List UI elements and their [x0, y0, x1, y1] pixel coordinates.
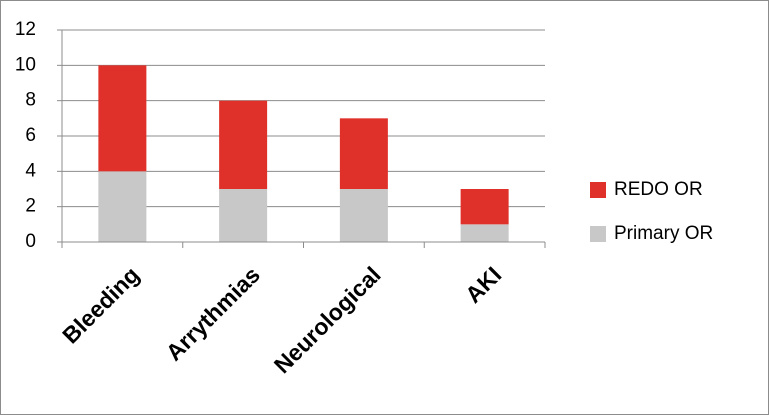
bar-segment	[460, 224, 509, 242]
y-tick-label: 0	[25, 231, 36, 252]
legend-swatch	[590, 182, 606, 198]
bar-segment	[219, 100, 268, 189]
bar-segment	[339, 189, 388, 242]
y-tick-label: 8	[25, 90, 36, 111]
y-tick-label: 10	[15, 54, 36, 75]
bar-segment	[219, 189, 268, 242]
legend-label: Primary OR	[614, 223, 713, 244]
legend-label: REDO OR	[614, 179, 703, 200]
bar-segment	[98, 65, 147, 172]
y-tick-label: 4	[25, 160, 36, 181]
bar-segment	[460, 189, 509, 225]
y-tick-label: 2	[25, 196, 36, 217]
bar-segment	[98, 171, 147, 242]
bar-segment	[339, 118, 388, 189]
legend-swatch	[590, 226, 606, 242]
y-tick-label: 6	[25, 125, 36, 146]
y-tick-label: 12	[15, 19, 36, 40]
